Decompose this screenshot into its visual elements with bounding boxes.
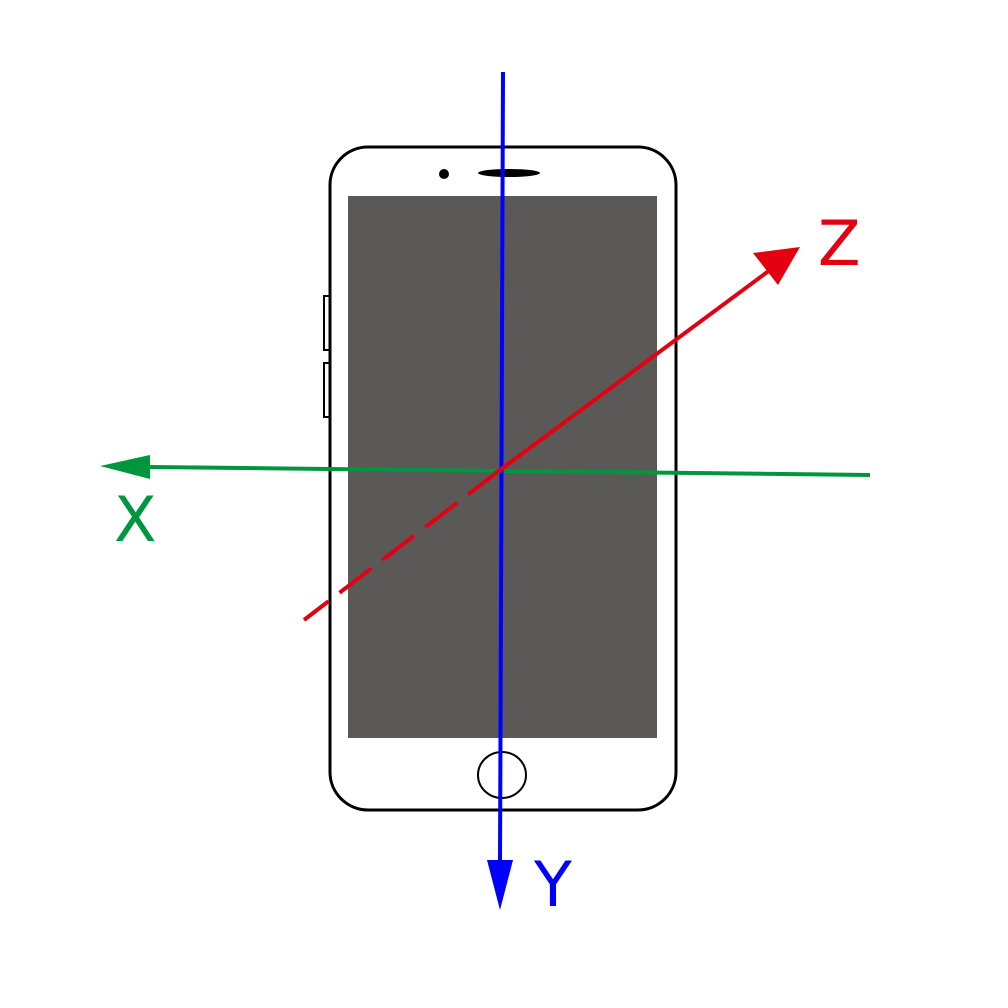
z-axis-line-dashed xyxy=(302,468,502,622)
y-axis-arrowhead xyxy=(487,860,513,910)
earpiece-speaker xyxy=(478,169,540,177)
x-axis-label: X xyxy=(114,483,156,556)
z-axis-label: Z xyxy=(818,207,860,280)
z-axis-line-solid xyxy=(498,268,772,472)
y-axis-label: Y xyxy=(533,848,572,921)
x-axis-arrowhead xyxy=(100,455,150,479)
z-axis: Z xyxy=(302,207,860,622)
x-axis-line xyxy=(149,465,871,477)
x-axis: X xyxy=(100,455,871,556)
front-camera xyxy=(439,169,449,179)
z-axis-arrowhead xyxy=(753,247,800,285)
